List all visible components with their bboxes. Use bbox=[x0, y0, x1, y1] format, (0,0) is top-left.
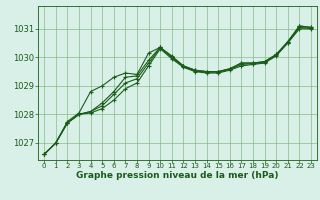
X-axis label: Graphe pression niveau de la mer (hPa): Graphe pression niveau de la mer (hPa) bbox=[76, 171, 279, 180]
